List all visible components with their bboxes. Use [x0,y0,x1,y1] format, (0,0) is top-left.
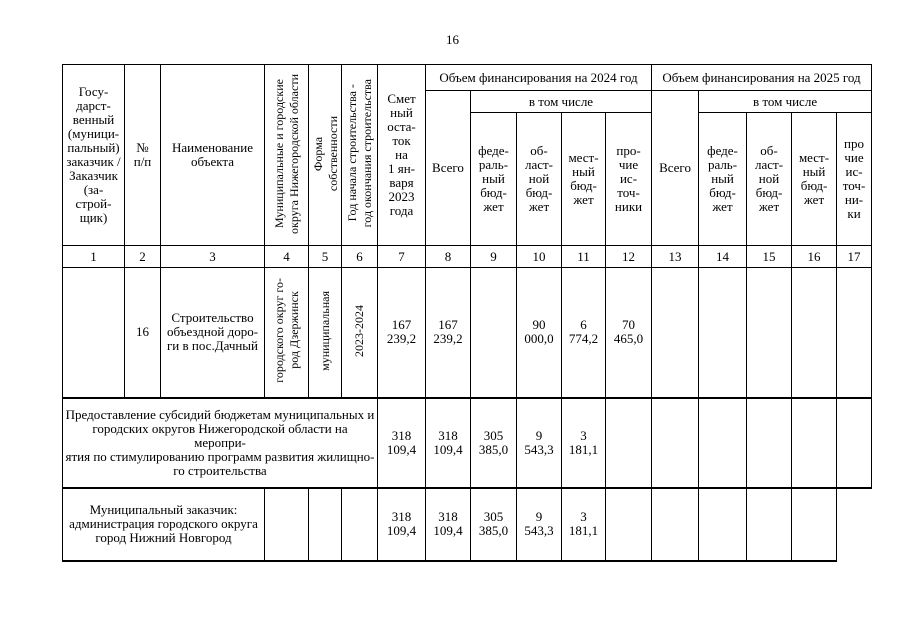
column-number-cell: 7 [377,245,426,268]
empty-cell [264,487,309,562]
header-federal-2025: феде- раль- ный бюд- жет [698,112,748,246]
subsidy-row-total-2024: 318 109,4 [425,397,471,489]
header-customer: Госу- дарст- венный (муници- пальный) за… [62,64,125,246]
customer-row-federal-2024: 305 385,0 [470,487,517,562]
column-number-cell: 2 [124,245,161,268]
customer-row-total-2024: 318 109,4 [425,487,471,562]
header-funding-2024: Объем финансирования на 2024 год [424,64,653,91]
column-number-cell: 1 [62,245,125,268]
header-municipality-label: Муниципальные и городские округа Нижегор… [271,73,301,234]
header-including-2024: в том числе [469,90,653,113]
header-total-2024: Всего [425,90,471,246]
object-row-num: 16 [124,267,161,399]
customer-row-estimate: 318 109,4 [377,487,426,562]
column-number-cell: 4 [264,245,309,268]
object-row-estimate: 167 239,2 [377,267,426,399]
column-number-cell: 15 [746,245,793,268]
header-local-2025: мест- ный бюд- жет [791,112,838,246]
empty-cell [308,487,342,562]
empty-cell [698,487,748,562]
empty-cell [470,267,517,399]
empty-cell [791,487,838,562]
header-funding-2025: Объем финансирования на 2025 год [651,64,873,91]
header-other-2024: про- чие ис- точ- ники [604,112,653,246]
object-row-name: Строительство объездной доро- ги в пос.Д… [160,267,265,399]
object-row-years: 2023-2024 [341,267,378,399]
empty-cell [651,487,700,562]
column-number-cell: 8 [425,245,471,268]
header-local-2024: мест- ный бюд- жет [561,112,606,246]
header-estimate-balance: Смет ный оста- ток на 1 ян- варя 2023 го… [377,64,426,246]
empty-cell [62,267,125,399]
empty-cell [836,267,873,399]
header-including-2025: в том числе [698,90,873,113]
object-row-ownership: муниципальная [308,267,342,399]
header-construction-years: Год начала строительства - год окончания… [341,64,378,246]
header-total-2025: Всего [651,90,700,246]
header-municipality: Муниципальные и городские округа Нижегор… [264,64,309,246]
header-regional-2024: об- ласт- ной бюд- жет [516,112,562,246]
empty-cell [651,397,700,489]
empty-cell [791,397,838,489]
column-number-cell: 6 [341,245,378,268]
empty-cell [341,487,378,562]
column-number-cell: 3 [160,245,265,268]
header-row-num: № п/п [124,64,161,246]
object-row-years-label: 2023-2024 [352,304,366,357]
empty-cell [836,397,873,489]
subsidy-row-federal-2024: 305 385,0 [470,397,517,489]
empty-cell [604,397,653,489]
column-number-cell: 9 [470,245,517,268]
header-regional-2025: об- ласт- ной бюд- жет [746,112,793,246]
column-number-cell: 16 [791,245,838,268]
customer-row-regional-2024: 9 543,3 [516,487,562,562]
empty-cell [604,487,653,562]
column-number-cell: 5 [308,245,342,268]
header-object-name: Наименование объекта [160,64,265,246]
subsidy-row-estimate: 318 109,4 [377,397,426,489]
empty-cell [746,267,793,399]
column-number-cell: 12 [604,245,653,268]
object-row-other-2024: 70 465,0 [604,267,653,399]
empty-cell [651,267,700,399]
header-other-2025: про чие ис- точ- ни- ки [836,112,873,246]
object-row-total-2024: 167 239,2 [425,267,471,399]
column-number-cell: 11 [561,245,606,268]
customer-row-local-2024: 3 181,1 [561,487,606,562]
empty-cell [698,397,748,489]
subsidy-row-local-2024: 3 181,1 [561,397,606,489]
header-federal-2024: феде- раль- ный бюд- жет [470,112,517,246]
page-number: 16 [446,32,459,47]
empty-cell [746,487,793,562]
column-number-cell: 17 [836,245,873,268]
empty-cell [746,397,793,489]
subsidy-row-regional-2024: 9 543,3 [516,397,562,489]
financing-table: Госу- дарст- венный (муници- пальный) за… [62,64,873,562]
header-ownership: Форма собственности [308,64,342,246]
column-number-cell: 13 [651,245,700,268]
customer-row-text: Муниципальный заказчик: администрация го… [62,487,265,562]
object-row-local-2024: 6 774,2 [561,267,606,399]
empty-cell [698,267,748,399]
header-ownership-label: Форма собственности [311,115,340,192]
header-construction-years-label: Год начала строительства - год окончания… [344,79,374,228]
object-row-municipality-label: городского округ го- род Дзержинск [271,278,301,384]
object-row-regional-2024: 90 000,0 [516,267,562,399]
column-number-cell: 14 [698,245,748,268]
column-number-cell: 10 [516,245,562,268]
object-row-ownership-label: муниципальная [317,290,332,371]
empty-cell [791,267,838,399]
object-row-municipality: городского округ го- род Дзержинск [264,267,309,399]
subsidy-row-text: Предоставление субсидий бюджетам муницип… [62,397,378,489]
